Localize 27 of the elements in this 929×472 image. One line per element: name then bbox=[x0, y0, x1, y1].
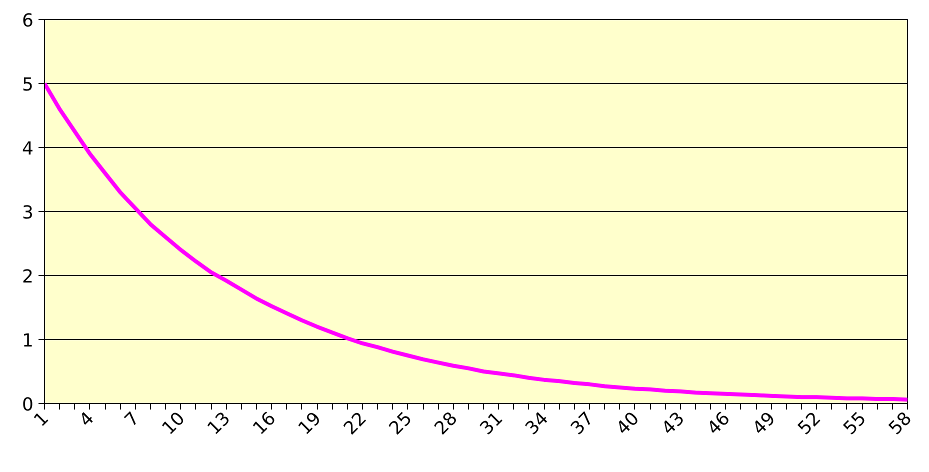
x-tick-label: 22 bbox=[340, 408, 371, 440]
x-tick-label: 10 bbox=[158, 408, 190, 440]
x-tick-label: 16 bbox=[249, 408, 280, 440]
y-tick-label: 5 bbox=[22, 74, 34, 96]
x-tick-label: 4 bbox=[75, 408, 98, 432]
line-series bbox=[44, 82, 908, 402]
y-tick-label: 0 bbox=[22, 394, 34, 416]
x-tick-label: 49 bbox=[748, 408, 780, 440]
x-tick-label: 7 bbox=[120, 408, 144, 432]
y-tick-label: 4 bbox=[22, 138, 34, 160]
x-tick-label: 43 bbox=[658, 408, 689, 440]
y-tick-label: 3 bbox=[22, 202, 34, 224]
x-tick-label: 31 bbox=[476, 408, 508, 440]
x-tick-label: 19 bbox=[294, 408, 326, 440]
x-tick-label: 52 bbox=[794, 408, 826, 440]
x-tick-label: 25 bbox=[385, 408, 416, 440]
y-tick-label: 1 bbox=[22, 330, 34, 352]
x-tick-label: 28 bbox=[430, 408, 462, 440]
x-tick-label: 55 bbox=[840, 408, 871, 440]
x-tick-label: 37 bbox=[566, 408, 598, 440]
x-tick-label: 40 bbox=[612, 408, 644, 440]
x-tick-label: 13 bbox=[204, 408, 235, 440]
y-tick-label: 2 bbox=[22, 266, 34, 288]
x-tick-label: 46 bbox=[703, 408, 734, 440]
x-tick-label: 58 bbox=[884, 408, 916, 440]
y-tick-label: 6 bbox=[22, 10, 34, 32]
x-tick-label: 34 bbox=[522, 408, 553, 440]
